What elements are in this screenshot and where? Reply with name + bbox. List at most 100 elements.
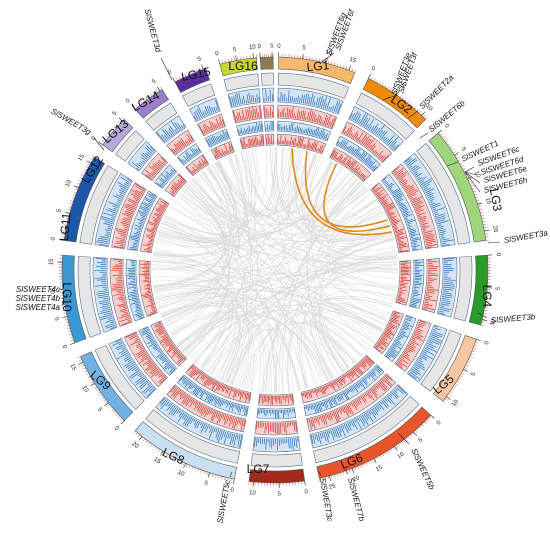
gene-label: SlSWEET4c	[16, 285, 60, 294]
minor-tick	[483, 224, 486, 225]
minor-tick	[71, 340, 74, 341]
minor-tick	[66, 325, 69, 326]
chromosome-label: LG1	[306, 58, 330, 74]
minor-tick	[73, 195, 76, 196]
minor-tick	[153, 446, 155, 448]
minor-tick	[390, 449, 392, 452]
major-tick	[303, 54, 304, 59]
minor-tick	[334, 62, 335, 65]
minor-tick	[78, 357, 81, 358]
minor-tick	[478, 206, 481, 207]
minor-tick	[198, 469, 199, 472]
minor-tick	[201, 470, 202, 473]
minor-tick	[374, 79, 375, 82]
minor-tick	[225, 60, 226, 63]
minor-tick	[460, 376, 463, 377]
gene-label: SlSWEET5c	[216, 479, 233, 524]
tick-label: 0	[370, 66, 376, 73]
minor-tick	[96, 389, 98, 391]
tick-label: 10	[249, 44, 257, 51]
minor-tick	[161, 87, 163, 90]
tick-label: 0	[436, 419, 443, 426]
minor-tick	[372, 460, 373, 463]
minor-tick	[176, 78, 177, 81]
minor-tick	[116, 414, 118, 416]
minor-tick	[107, 404, 109, 406]
minor-tick	[369, 461, 370, 464]
minor-tick	[328, 476, 329, 479]
tick-label: 5	[112, 110, 119, 117]
minor-tick	[460, 162, 463, 163]
minor-tick	[470, 182, 473, 183]
chromosome-label: LG4	[480, 285, 494, 308]
tick-label: 15	[68, 363, 77, 372]
minor-tick	[109, 407, 111, 409]
tick-label: 15	[348, 57, 357, 65]
minor-tick	[65, 319, 68, 320]
minor-tick	[379, 82, 380, 85]
minor-tick	[414, 107, 416, 109]
major-tick	[233, 479, 234, 484]
tick-label: 20	[130, 441, 139, 450]
minor-tick	[442, 136, 444, 138]
major-tick	[446, 397, 450, 400]
minor-tick	[133, 431, 135, 433]
minor-tick	[212, 474, 213, 477]
major-tick	[219, 59, 220, 64]
minor-tick	[183, 463, 184, 466]
minor-tick	[420, 426, 422, 428]
minor-tick	[343, 65, 344, 68]
minor-tick	[426, 420, 428, 422]
tick-label: 15	[153, 457, 162, 466]
minor-tick	[451, 149, 453, 151]
tick-label: 0	[215, 51, 220, 58]
minor-tick	[406, 438, 408, 440]
minor-tick	[393, 447, 395, 449]
minor-tick	[179, 76, 180, 79]
minor-tick	[148, 442, 150, 444]
minor-tick	[385, 452, 387, 455]
major-tick	[305, 481, 306, 486]
tick-label: 5	[53, 317, 60, 322]
minor-tick	[70, 201, 73, 202]
gene-leader-line	[465, 167, 474, 172]
minor-tick	[86, 373, 89, 374]
chromosome-label: LG11	[57, 212, 73, 242]
gene-label: SlSWEET3a	[503, 228, 549, 245]
minor-tick	[401, 442, 403, 444]
major-tick	[438, 130, 442, 133]
minor-tick	[482, 322, 485, 323]
tick-label: 0	[304, 489, 309, 495]
minor-tick	[103, 399, 105, 401]
minor-tick	[476, 200, 479, 201]
minor-tick	[458, 160, 461, 162]
minor-tick	[358, 466, 359, 469]
minor-tick	[471, 354, 474, 355]
minor-tick	[337, 63, 338, 66]
minor-tick	[69, 206, 72, 207]
minor-tick	[452, 389, 454, 391]
minor-tick	[426, 117, 428, 119]
minor-tick	[111, 409, 113, 411]
minor-tick	[340, 64, 341, 67]
minor-tick	[186, 464, 187, 467]
tick-label: 5	[197, 56, 203, 63]
gene-label: SlSWEET5b	[409, 447, 436, 492]
minor-tick	[377, 80, 378, 83]
minor-tick	[417, 109, 419, 111]
minor-tick	[136, 433, 138, 435]
minor-tick	[472, 351, 475, 352]
minor-tick	[114, 412, 116, 414]
major-tick	[173, 78, 175, 82]
tick-label: 10	[65, 179, 73, 188]
minor-tick	[388, 451, 390, 454]
major-tick	[431, 415, 435, 418]
density-bar	[260, 422, 261, 427]
track-segment	[261, 73, 273, 85]
minor-tick	[419, 111, 421, 113]
minor-tick	[215, 475, 216, 478]
major-tick	[422, 112, 425, 116]
minor-tick	[484, 227, 487, 228]
minor-tick	[472, 188, 475, 189]
